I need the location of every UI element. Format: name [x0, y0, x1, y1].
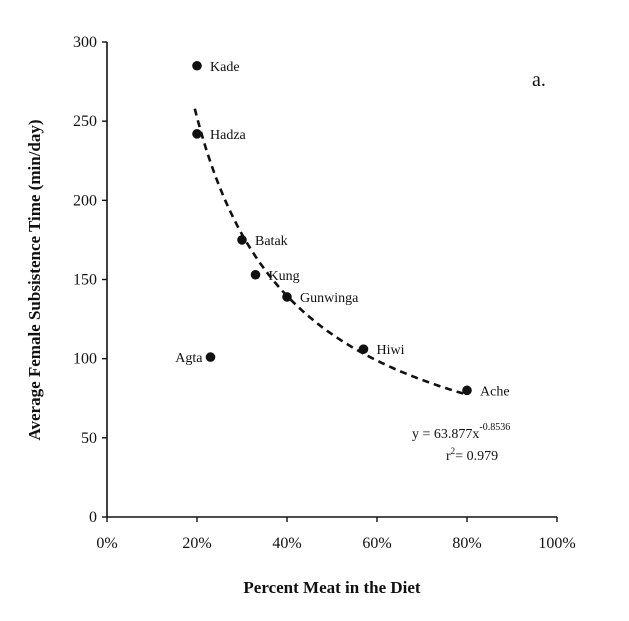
axes: 0 50 100 150 200 250 300 0% 20% 40% 60% 80% 100%	[73, 34, 576, 552]
r-squared-prefix: r	[446, 449, 451, 464]
point-marker	[192, 129, 202, 139]
point-marker	[237, 235, 247, 245]
r-squared-text: r2= 0.979	[446, 446, 498, 464]
r-squared-value: = 0.979	[455, 449, 498, 464]
data-point: Batak	[237, 234, 288, 249]
data-point: Kung	[250, 269, 300, 284]
point-label: Batak	[255, 234, 288, 249]
data-point: Gunwinga	[282, 291, 359, 306]
x-tick-label: 80%	[452, 535, 481, 552]
data-point: Hiwi	[358, 343, 405, 358]
data-point: Hadza	[192, 128, 247, 143]
y-tick-label: 200	[73, 192, 97, 209]
y-tick-label: 50	[81, 430, 97, 447]
x-tick-label: 40%	[272, 535, 301, 552]
x-axis-title: Percent Meat in the Diet	[243, 578, 421, 597]
point-label: Ache	[480, 384, 510, 399]
equation-exponent: -0.8536	[479, 422, 510, 433]
y-tick-label: 0	[89, 509, 97, 526]
point-label: Kung	[269, 269, 300, 284]
data-point: Agta	[175, 351, 216, 366]
point-label: Hiwi	[377, 343, 405, 358]
y-axis-title: Average Female Subsistence Time (min/day…	[25, 119, 44, 440]
x-tick-label: 60%	[362, 535, 391, 552]
y-tick-label: 250	[73, 113, 97, 130]
point-label: Hadza	[210, 128, 247, 143]
point-marker	[282, 292, 292, 302]
point-marker	[192, 60, 202, 71]
x-tick-label: 100%	[538, 535, 575, 552]
point-label: Agta	[175, 351, 203, 366]
y-tick-label: 100	[73, 351, 97, 368]
point-marker	[205, 352, 216, 362]
y-tick-label: 300	[73, 34, 97, 51]
r-squared-sup: 2	[451, 446, 456, 456]
panel-label: a.	[532, 69, 546, 91]
point-label: Gunwinga	[300, 291, 359, 306]
trendline-equation: y = 63.877x-0.8536 r2= 0.979	[412, 422, 510, 464]
equation-text: y = 63.877x-0.8536	[412, 422, 510, 442]
equation-main: y = 63.877x	[412, 427, 479, 442]
trendline-group	[193, 108, 468, 396]
x-tick-label: 20%	[182, 535, 211, 552]
data-point: Ache	[462, 384, 510, 399]
trendline	[193, 108, 468, 396]
point-label: Kade	[210, 60, 240, 75]
data-point: Kade	[192, 60, 240, 75]
x-tick-label: 0%	[96, 535, 117, 552]
point-marker	[250, 269, 261, 280]
y-tick-label: 150	[73, 272, 97, 289]
point-marker	[358, 344, 369, 354]
point-marker	[462, 385, 472, 396]
